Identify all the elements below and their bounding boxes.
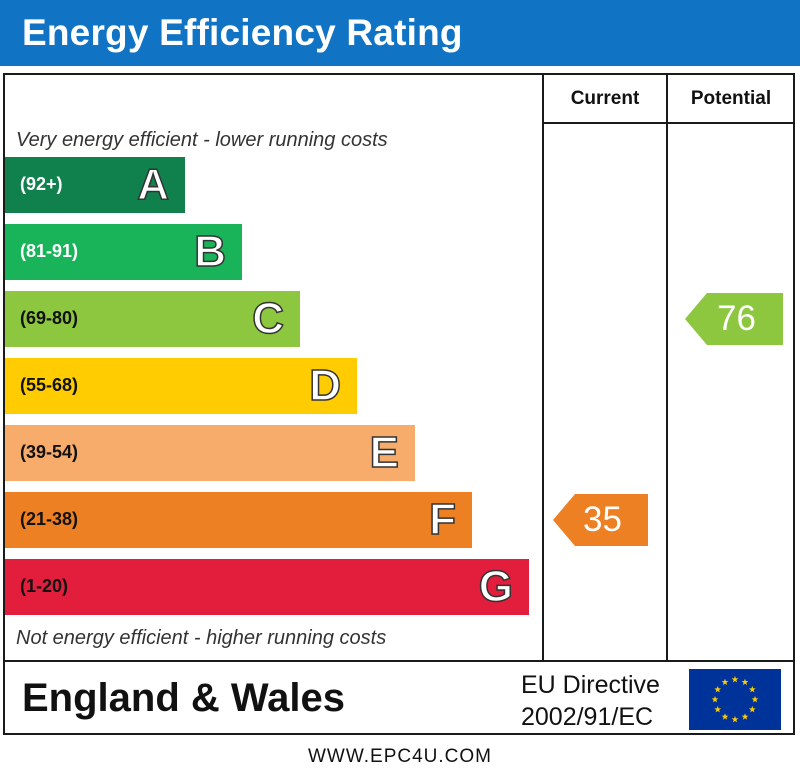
rating-band-letter: E	[369, 427, 400, 478]
rating-band-g: (1-20) G	[5, 559, 529, 615]
eu-star-icon	[748, 685, 756, 693]
eu-star-icon	[711, 695, 719, 703]
rating-band-letter: F	[428, 494, 456, 545]
title-bar: Energy Efficiency Rating	[0, 0, 800, 66]
current-rating-value: 35	[583, 500, 622, 539]
eu-flag-icon	[689, 669, 781, 730]
rating-band-range: (55-68)	[20, 375, 79, 395]
caption-top: Very energy efficient - lower running co…	[16, 129, 388, 151]
page-title: Energy Efficiency Rating	[22, 12, 463, 53]
rating-band-d: (55-68) D	[5, 358, 357, 414]
rating-table-frame	[3, 73, 795, 735]
divider-current	[542, 73, 544, 662]
rating-band-e: (39-54) E	[5, 425, 415, 481]
rating-band-range: (39-54)	[20, 442, 79, 462]
header-divider	[542, 122, 795, 124]
rating-band-range: (21-38)	[20, 509, 79, 529]
rating-band-letter: A	[136, 159, 169, 210]
footer-divider	[3, 660, 795, 662]
eu-star-icon	[731, 675, 739, 683]
current-rating-arrow: 35	[553, 494, 648, 546]
rating-band-letter: D	[308, 360, 341, 411]
rating-band-range: (81-91)	[20, 241, 79, 261]
eu-star-icon	[721, 713, 729, 720]
region-label: England & Wales	[22, 676, 346, 720]
caption-bottom: Not energy efficient - higher running co…	[16, 627, 387, 649]
current-arrow-shape	[553, 494, 648, 546]
eu-star-icon	[714, 685, 722, 693]
rating-band-range: (69-80)	[20, 308, 79, 328]
rating-band-range: (92+)	[20, 174, 63, 194]
eu-star-icon	[721, 678, 729, 686]
eu-star-icon	[731, 715, 739, 723]
eu-star-icon	[751, 695, 759, 703]
divider-potential	[666, 73, 668, 662]
eu-star-icon	[714, 705, 722, 713]
eu-star-icon	[741, 713, 749, 720]
rating-band-letter: G	[478, 561, 514, 612]
potential-rating-arrow: 76	[685, 293, 783, 345]
rating-band-c: (69-80) C	[5, 291, 300, 347]
rating-band-range: (1-20)	[20, 576, 69, 596]
directive-line-2: 2002/91/EC	[521, 703, 654, 731]
potential-column-header: Potential	[690, 88, 772, 109]
rating-band-f: (21-38) F	[5, 492, 472, 548]
rating-band-letter: C	[251, 293, 284, 344]
rating-band-b: (81-91) B	[5, 224, 242, 280]
current-column-header: Current	[570, 88, 640, 109]
potential-rating-value: 76	[717, 299, 756, 338]
directive-line-1: EU Directive	[521, 671, 660, 699]
eu-star-icon	[748, 705, 756, 713]
rating-band-letter: B	[193, 226, 226, 277]
rating-band-a: (92+) A	[5, 157, 185, 213]
footer-url: WWW.EPC4U.COM	[308, 746, 492, 767]
eu-star-icon	[741, 678, 749, 686]
potential-arrow-shape	[685, 293, 783, 345]
